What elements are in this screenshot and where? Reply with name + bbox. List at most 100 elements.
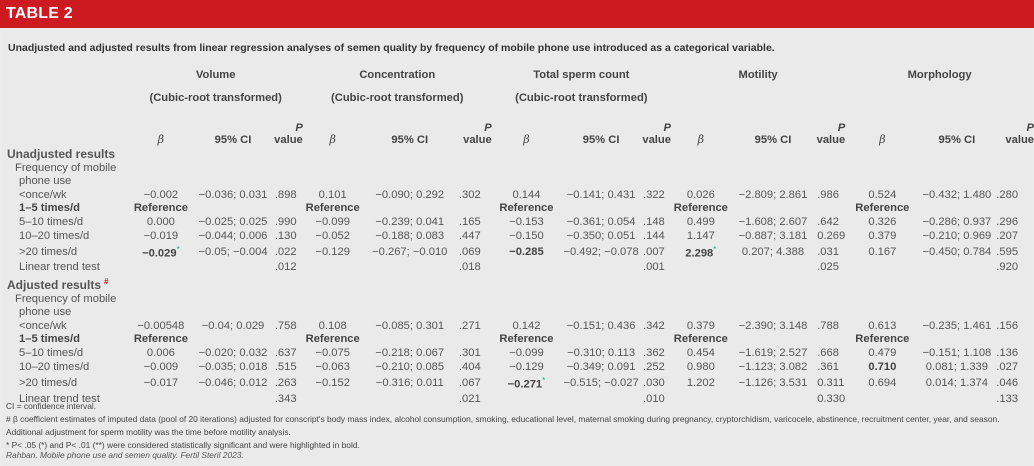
table-cell: .022 <box>273 243 303 261</box>
table-cell: 0.108 <box>303 320 363 334</box>
p-header-top: P <box>837 122 846 134</box>
table-row: phone use <box>4 306 1034 320</box>
group-subtitle: (Cubic-root transformed) <box>515 92 648 104</box>
table-cell <box>815 202 845 216</box>
table-cell: 0.454 <box>671 347 731 361</box>
table-cell: −0.05; −0.004 <box>193 243 273 261</box>
table-cell: −0.285 <box>492 243 561 261</box>
cell-value: −2.390; 3.148 <box>738 319 808 332</box>
table-cell: .067 <box>457 374 492 392</box>
table-cell: .302 <box>457 189 492 203</box>
table-cell: 0.081; 1.339 <box>920 361 995 375</box>
cell-value: Reference <box>499 333 554 346</box>
cell-value: 0.269 <box>817 229 846 242</box>
group-name: Total sperm count <box>533 69 630 81</box>
table-cell: .010 <box>641 393 671 407</box>
cell-value: −0.432; 1.480 <box>922 188 992 201</box>
results-table: Volume Concentration Total sperm count Moti… <box>4 64 1034 406</box>
cell-value: −0.151; 1.108 <box>922 347 992 360</box>
table-cell: −0.267; −0.010 <box>363 243 457 261</box>
cell-value: −1.126; 3.531 <box>738 376 808 389</box>
p-header-bottom: value <box>1005 134 1034 146</box>
cell-value: .046 <box>996 376 1019 389</box>
cell-value: −0.029 <box>142 247 177 260</box>
table-cell: −0.188; 0.083 <box>363 230 457 244</box>
table-cell: .252 <box>641 361 671 375</box>
table-cell: .046 <box>994 374 1034 392</box>
group-name: Volume <box>195 69 236 81</box>
table-cell: −0.099 <box>492 347 561 361</box>
cell-value: −0.075 <box>315 347 350 360</box>
table-cell: Reference <box>845 333 919 347</box>
row-label: phone use <box>4 306 129 320</box>
section-row: Unadjusted results <box>4 147 1034 162</box>
table-row: >20 times/d −0.017 −0.046; 0.012 .263 −0.152… <box>4 374 1034 392</box>
table-row: <once/wk −0.002 −0.036; 0.031 .898 0.101 −0.0… <box>4 189 1034 203</box>
cell-value: −0.285 <box>509 245 544 258</box>
table-cell <box>561 261 641 275</box>
cell-value: −0.017 <box>143 376 179 389</box>
table-cell: 0.479 <box>845 347 919 361</box>
table-cell <box>273 333 303 347</box>
group-subtitle: (Cubic-root transformed) <box>331 92 464 104</box>
group-name: Morphology <box>907 69 972 81</box>
cell-value: −0.887; 3.181 <box>738 229 808 242</box>
cell-value: Reference <box>305 333 360 346</box>
table-cell: .343 <box>273 393 303 407</box>
cell-value: 0.379 <box>868 229 897 242</box>
group-subtitle <box>671 87 845 110</box>
cell-value: 0.081; 1.339 <box>925 360 988 373</box>
row-label-text: 10–20 times/d <box>19 360 90 373</box>
cell-value: −0.129 <box>315 245 350 258</box>
table-cell: −1.608; 2.607 <box>731 216 815 230</box>
table-cell: −0.316; 0.011 <box>363 374 457 392</box>
table-cell <box>641 333 671 347</box>
cell-value: .025 <box>817 261 839 274</box>
cell-value: .207 <box>996 229 1019 242</box>
row-label: phone use <box>4 175 129 189</box>
table-cell <box>193 261 273 275</box>
table-cell: −0.085; 0.301 <box>363 320 457 334</box>
table-cell: .990 <box>273 216 303 230</box>
table-cell: .027 <box>994 361 1034 375</box>
footnote: # β coefficient estimates of imputed dat… <box>6 414 1000 424</box>
table-cell: .021 <box>457 393 492 407</box>
cell-value: −0.036; 0.031 <box>198 188 268 201</box>
table-cell: −0.00548 <box>129 320 194 334</box>
table-cell <box>671 261 731 275</box>
cell-value: .302 <box>458 188 481 201</box>
group-name: Motility <box>738 69 778 81</box>
table-cell: −0.210; 0.969 <box>920 230 995 244</box>
table-cell: Reference <box>671 202 731 216</box>
header-spacer <box>4 87 129 110</box>
table-cell: −0.009 <box>129 361 194 375</box>
cell-value: −0.218; 0.067 <box>375 347 445 360</box>
beta-header: β <box>697 133 705 146</box>
row-label-text: 5–10 times/d <box>19 215 84 228</box>
cell-value: 0.694 <box>868 376 897 389</box>
table-cell: −0.450; 0.784 <box>920 243 995 261</box>
group-sub-row: (Cubic-root transformed) (Cubic-root tran… <box>4 87 1034 110</box>
table-cell: .595 <box>994 243 1034 261</box>
row-label-text: 1–5 times/d <box>19 333 80 346</box>
table-cell: −0.063 <box>303 361 363 375</box>
table-cell: .025 <box>815 261 845 275</box>
table-cell: .144 <box>641 230 671 244</box>
cell-value: −0.025; 0.025 <box>198 215 268 228</box>
cell-value: .758 <box>274 319 297 332</box>
table-cell: .018 <box>457 261 492 275</box>
row-label-text: <once/wk <box>19 188 67 201</box>
table-cell: 1.202 <box>671 374 731 392</box>
cell-value: 0.524 <box>868 188 897 201</box>
table-cell: −0.210; 0.085 <box>363 361 457 375</box>
cell-value: Reference <box>673 202 728 215</box>
table-cell: −0.019 <box>129 230 194 244</box>
table-cell: −0.020; 0.032 <box>193 347 273 361</box>
citation: Rahban. Mobile phone use and semen quali… <box>6 450 244 460</box>
table-cell: 0.167 <box>845 243 919 261</box>
cell-value: −0.450; 0.784 <box>922 245 992 258</box>
table-cell: −0.239; 0.041 <box>363 216 457 230</box>
table-row: >20 times/d −0.029* −0.05; −0.004.022 −0.12… <box>4 243 1034 261</box>
